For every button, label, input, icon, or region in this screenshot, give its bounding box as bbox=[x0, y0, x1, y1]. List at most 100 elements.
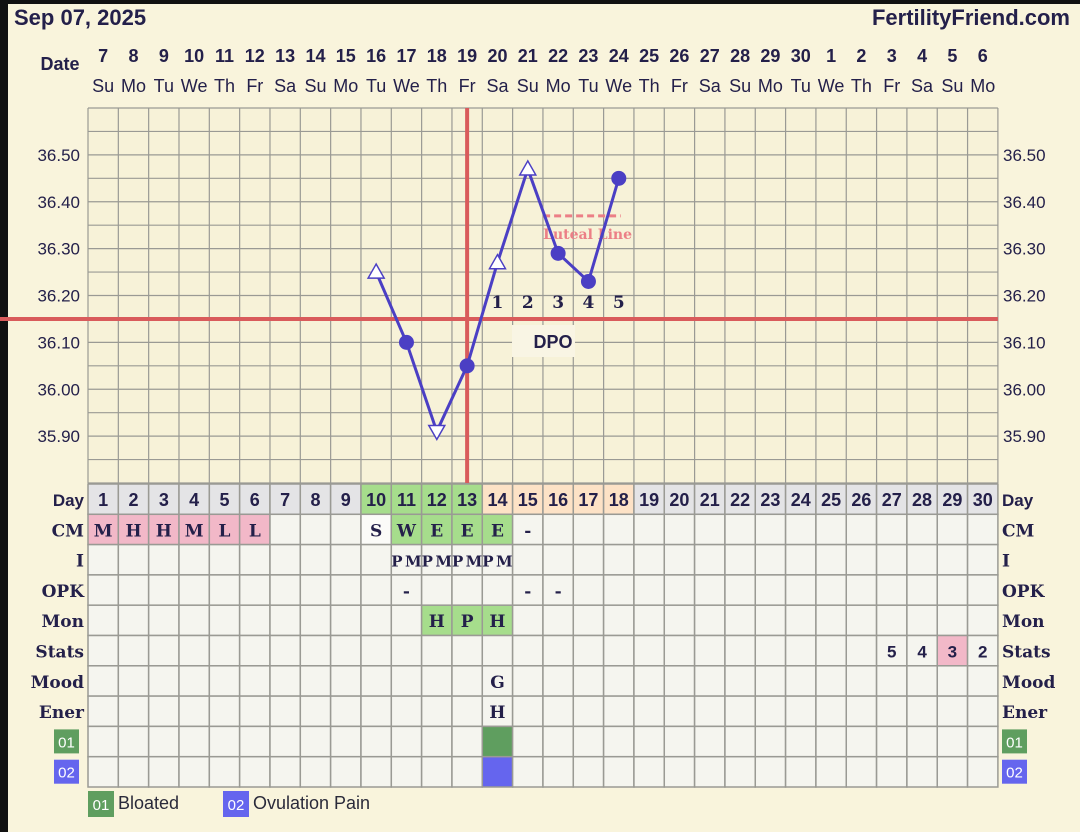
table-cell bbox=[663, 665, 696, 697]
y-tick-left: 36.10 bbox=[37, 333, 80, 352]
y-tick-right: 36.50 bbox=[1003, 146, 1046, 165]
table-cell bbox=[815, 695, 847, 728]
table-cell bbox=[511, 665, 544, 697]
table-cell bbox=[754, 755, 787, 788]
y-tick-left: 36.20 bbox=[37, 287, 80, 306]
table-cell bbox=[390, 725, 423, 758]
table-cell bbox=[754, 543, 787, 576]
table-cell bbox=[147, 725, 180, 758]
table-cell bbox=[208, 513, 241, 546]
table-cell bbox=[966, 483, 999, 516]
table-cell bbox=[481, 725, 514, 758]
table-cell bbox=[784, 665, 817, 697]
table-cell bbox=[238, 695, 271, 728]
table-cell bbox=[784, 755, 817, 788]
table-cell bbox=[936, 574, 969, 606]
table-cell bbox=[390, 604, 423, 637]
table-cell bbox=[542, 665, 575, 697]
table-cell bbox=[390, 543, 423, 576]
date-number: 27 bbox=[700, 46, 720, 66]
table-cell bbox=[633, 634, 666, 667]
table-cell bbox=[238, 574, 271, 606]
table-cell bbox=[542, 634, 575, 667]
table-cell bbox=[724, 695, 757, 728]
table-cell bbox=[178, 695, 211, 728]
cycle-day: 5 bbox=[219, 490, 229, 510]
cell-intercourse: PM bbox=[422, 553, 452, 571]
table-cell bbox=[633, 483, 666, 516]
row-label-right-cm: CM bbox=[1002, 521, 1035, 541]
table-cell bbox=[238, 604, 271, 637]
temp-point-open-up bbox=[488, 253, 507, 270]
table-cell bbox=[147, 665, 180, 697]
weekday: Sa bbox=[911, 76, 934, 96]
table-cell bbox=[87, 574, 120, 606]
table-cell bbox=[693, 634, 726, 667]
table-cell bbox=[420, 604, 453, 637]
table-cell bbox=[724, 755, 757, 788]
table-cell bbox=[602, 604, 635, 637]
table-cell bbox=[511, 483, 544, 516]
table-cell bbox=[208, 755, 241, 788]
table-cell bbox=[936, 513, 969, 546]
table-cell bbox=[572, 634, 605, 667]
row-label-mood: Mood bbox=[31, 673, 84, 693]
table-cell bbox=[481, 634, 514, 667]
cycle-day: 17 bbox=[578, 490, 598, 510]
table-cell bbox=[663, 513, 696, 546]
y-tick-right: 36.10 bbox=[1003, 333, 1046, 352]
table-cell bbox=[754, 513, 787, 546]
table-cell bbox=[390, 483, 423, 516]
table-cell bbox=[663, 755, 696, 788]
table-cell bbox=[147, 604, 180, 637]
table-cell bbox=[117, 755, 150, 788]
table-cell bbox=[845, 513, 878, 546]
temp-point-filled bbox=[580, 273, 596, 289]
table-cell bbox=[238, 755, 271, 788]
row-label-right-mon: Mon bbox=[1002, 612, 1045, 632]
table-cell bbox=[178, 755, 211, 788]
table-cell bbox=[633, 574, 666, 606]
row-label-right-day: Day bbox=[1002, 491, 1034, 510]
weekday: Su bbox=[729, 76, 751, 96]
table-cell bbox=[238, 543, 271, 576]
table-cell bbox=[329, 483, 362, 516]
cycle-day: 11 bbox=[397, 490, 416, 510]
table-cell bbox=[906, 604, 938, 637]
table-cell bbox=[906, 695, 938, 728]
table-cell bbox=[693, 604, 726, 637]
table-cell bbox=[633, 513, 666, 546]
table-cell bbox=[875, 513, 908, 546]
cell-mon: H bbox=[429, 612, 445, 632]
cycle-day: 10 bbox=[366, 490, 386, 510]
legend-code: 01 bbox=[93, 797, 110, 814]
weekday: Su bbox=[304, 76, 326, 96]
table-cell bbox=[360, 755, 393, 788]
table-cell bbox=[117, 725, 150, 758]
table-cell bbox=[936, 604, 969, 637]
table-cell bbox=[542, 604, 575, 637]
cycle-day: 12 bbox=[427, 490, 447, 510]
row-label-stats: Stats bbox=[35, 643, 84, 663]
table-cell bbox=[602, 695, 635, 728]
cell-intercourse: PM bbox=[391, 553, 421, 571]
table-cell bbox=[420, 695, 453, 728]
table-cell bbox=[663, 604, 696, 637]
table-cell bbox=[511, 604, 544, 637]
table-cell bbox=[360, 725, 393, 758]
date-number: 8 bbox=[128, 46, 138, 66]
cycle-day: 6 bbox=[250, 490, 260, 510]
table-cell bbox=[360, 543, 393, 576]
table-cell bbox=[845, 543, 878, 576]
table-cell bbox=[208, 634, 241, 667]
cell-cm: W bbox=[396, 521, 417, 541]
table-cell bbox=[602, 665, 635, 697]
table-cell bbox=[906, 755, 938, 788]
symptom-badge-right bbox=[1002, 729, 1027, 754]
table-cell bbox=[724, 634, 757, 667]
cell-mood: G bbox=[490, 673, 505, 693]
cycle-day: 2 bbox=[128, 490, 138, 510]
date-number: 6 bbox=[978, 46, 988, 66]
cycle-day: 15 bbox=[518, 490, 538, 510]
